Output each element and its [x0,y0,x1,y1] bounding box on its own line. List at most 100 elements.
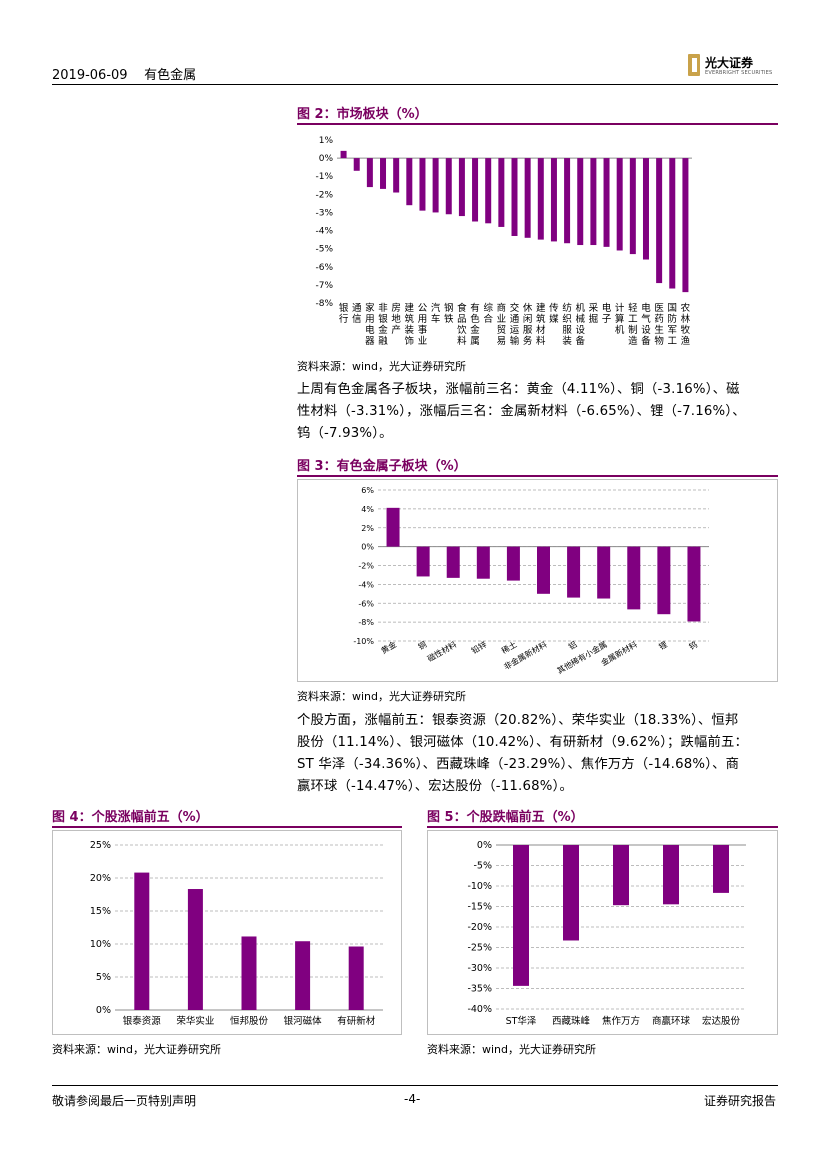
x-category-char: 务 [523,335,533,347]
y-tick-label: 5% [96,972,111,983]
x-category-label: 铜 [416,639,428,652]
x-category-label: 西藏珠峰 [552,1015,591,1027]
x-category-label: 银泰资源 [123,1015,162,1027]
x-category-char: 牧 [681,324,691,336]
x-category-label: 汽车 [431,302,441,325]
x-category-label: 稀土 [500,639,519,656]
bar [682,158,689,293]
bar [564,158,571,244]
x-category-char: 闲 [523,314,533,325]
x-category-char: 器 [365,336,375,347]
x-category-label: 银河磁体 [284,1015,323,1027]
y-tick-label: -30% [467,963,492,974]
x-category-char: 建 [536,302,546,314]
x-category-char: 用 [418,314,428,325]
paragraph-line: 股份（11.14%）、银河磁体（10.42%）、有研新材（9.62%）；跌幅前五… [297,735,749,750]
x-category-char: 服 [562,325,572,336]
paragraph-subsectors: 上周有色金属各子板块，涨幅前三名：黄金（4.11%）、铜（-3.16%）、磁 性… [297,379,746,445]
y-tick-label: -4% [315,227,333,237]
bar [513,845,529,986]
paragraph-line: 钨（-7.93%）。 [297,426,393,441]
bar [241,936,257,1010]
bar [406,158,413,206]
x-category-label: 锂 [657,639,669,652]
bar [366,158,373,188]
paragraph-line: 性材料（-3.31%），涨幅后三名：金属新材料（-6.65%）、锂（-7.16%… [297,404,746,419]
x-category-char: 电 [602,302,612,314]
bar [590,158,597,246]
x-category-char: 铁 [444,313,454,325]
x-category-char: 筑 [405,313,415,325]
fig3-title: 图 3：有色金属子板块（%） [297,459,467,474]
logo-mark-icon [688,54,700,76]
x-category-char: 装 [405,324,415,336]
paragraph-line: 个股方面，涨幅前五：银泰资源（20.82%）、荣华实业（18.33%）、恒邦 [297,713,739,728]
x-category-char: 通 [352,303,362,314]
x-category-char: 行 [339,313,349,325]
x-category-char: 非 [378,302,388,314]
y-tick-label: -6% [315,263,333,273]
x-category-char: 物 [654,335,664,347]
header-divider [52,84,778,85]
x-category-char: 建 [405,302,415,314]
x-category-char: 材 [536,324,546,336]
x-category-label: 宏达股份 [702,1015,741,1027]
y-tick-label: -1% [315,172,333,182]
bar [472,158,479,222]
x-category-char: 银 [378,313,388,325]
header-date: 2019-06-09 [52,68,128,83]
x-category-char: 用 [365,314,375,325]
y-tick-label: 20% [90,873,111,884]
header-sector: 有色金属 [144,68,197,83]
y-tick-label: 0% [319,154,334,164]
x-category-char: 商 [497,302,507,314]
y-tick-label: -10% [467,881,492,892]
x-category-char: 公 [418,303,428,314]
fig5-title-rule [427,826,778,828]
fig5-title: 图 5：个股跌幅前五（%） [427,810,584,825]
x-category-char: 房 [391,302,401,314]
y-tick-label: 15% [90,906,111,917]
footer-doc-type: 证券研究报告 [704,1094,777,1108]
x-category-char: 产 [391,324,401,336]
x-category-char: 电 [641,302,651,314]
x-category-char: 饰 [405,335,415,347]
paragraph-line: 上周有色金属各子板块，涨幅前三名：黄金（4.11%）、铜（-3.16%）、磁 [297,382,740,397]
fig5-source: 资料来源：wind，光大证券研究所 [427,1043,597,1056]
x-category-char: 装 [562,335,572,347]
y-tick-label: -40% [467,1004,492,1015]
x-category-label: 有色金属 [470,302,480,347]
x-category-label: 房地产 [391,302,401,336]
y-tick-label: 4% [361,505,374,514]
x-category-label: ST华泽 [506,1015,537,1027]
x-category-label: 黄金 [379,639,398,656]
fig3-title-rule [297,475,778,477]
logo-cn: 光大证券 [705,56,754,70]
x-category-label: 计算机 [615,302,625,336]
x-category-char: 银 [339,302,349,314]
x-category-char: 设 [575,325,585,336]
x-category-char: 贸 [497,324,507,336]
bar [663,845,679,905]
bar [295,941,311,1010]
bar [669,158,676,289]
x-category-char: 业 [418,336,428,347]
y-tick-label: 1% [319,136,334,146]
x-category-char: 料 [457,335,467,347]
y-tick-label: -2% [358,562,374,571]
bar [485,158,492,224]
x-category-char: 工 [628,314,638,325]
header-date-sector: 2019-06-09 有色金属 [52,64,196,83]
bar [629,158,636,255]
x-category-char: 饮 [457,324,467,336]
bar [187,889,203,1010]
x-category-char: 农 [681,302,691,314]
fig4-source: 资料来源：wind，光大证券研究所 [52,1043,222,1056]
bar [603,158,610,247]
x-category-char: 综 [483,302,493,314]
bar [537,546,550,594]
